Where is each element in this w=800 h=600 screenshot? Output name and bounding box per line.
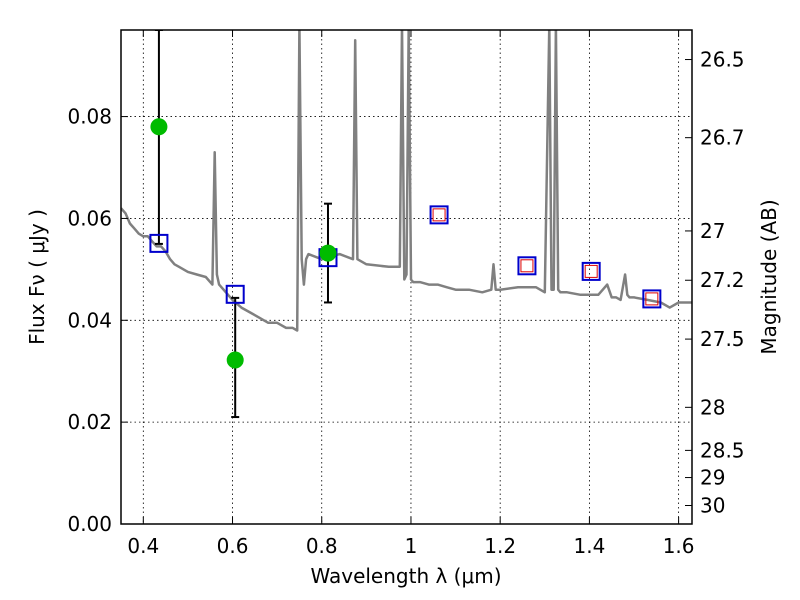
photometry-point [319,244,337,262]
model-photometry-square [225,284,245,304]
inner-square [584,264,598,278]
mag-tick-label: 27 [700,219,725,243]
photometry-point [150,118,168,136]
x-tick-label: 1.2 [484,534,516,558]
mag-tick-label: 28.5 [700,438,745,462]
mag-tick-label: 30 [700,494,725,518]
model-photometry-square [429,205,449,225]
inner-square [645,292,659,306]
photometry-point [226,351,244,369]
x-tick-label: 0.8 [306,534,338,558]
model-photometry-square [642,289,662,309]
plot-frame [120,29,693,525]
x-tick-label: 1.4 [573,534,605,558]
model-photometry-square [517,256,537,276]
spectrum-layer [121,30,692,332]
model-photometry-square [581,261,601,281]
x-axis-title: Wavelength λ (μm) [310,564,501,588]
mag-tick-label: 27.5 [700,327,745,351]
points-layer [149,30,662,419]
x-tick-label: 1 [405,534,418,558]
y-tick-label: 0.04 [67,308,112,332]
mag-tick-label: 26.7 [700,126,745,150]
ticks: 0.4 0.6 0.8 1 1.2 1.4 1.6 0.00 0.02 0.04 0.06 0.08 2… [67,30,745,558]
y-axis-right-title: Magnitude (AB) [757,199,781,354]
x-tick-label: 1.6 [663,534,695,558]
model-spectrum-line [121,30,692,332]
mag-tick-label: 29 [700,466,725,490]
x-tick-label: 0.6 [217,534,249,558]
mag-tick-label: 28 [700,395,725,419]
y-tick-label: 0.02 [67,410,112,434]
inner-square [432,208,446,222]
y-axis-title: Flux Fν ( μJy ) [25,209,49,345]
model-photometry-square [149,233,169,253]
y-tick-label: 0.00 [67,512,112,536]
mag-tick-label: 27.2 [700,268,745,292]
x-tick-label: 0.4 [127,534,159,558]
inner-square [520,259,534,273]
y-tick-label: 0.06 [67,206,112,230]
mag-tick-label: 26.5 [700,48,745,72]
y-tick-label: 0.08 [67,105,112,129]
